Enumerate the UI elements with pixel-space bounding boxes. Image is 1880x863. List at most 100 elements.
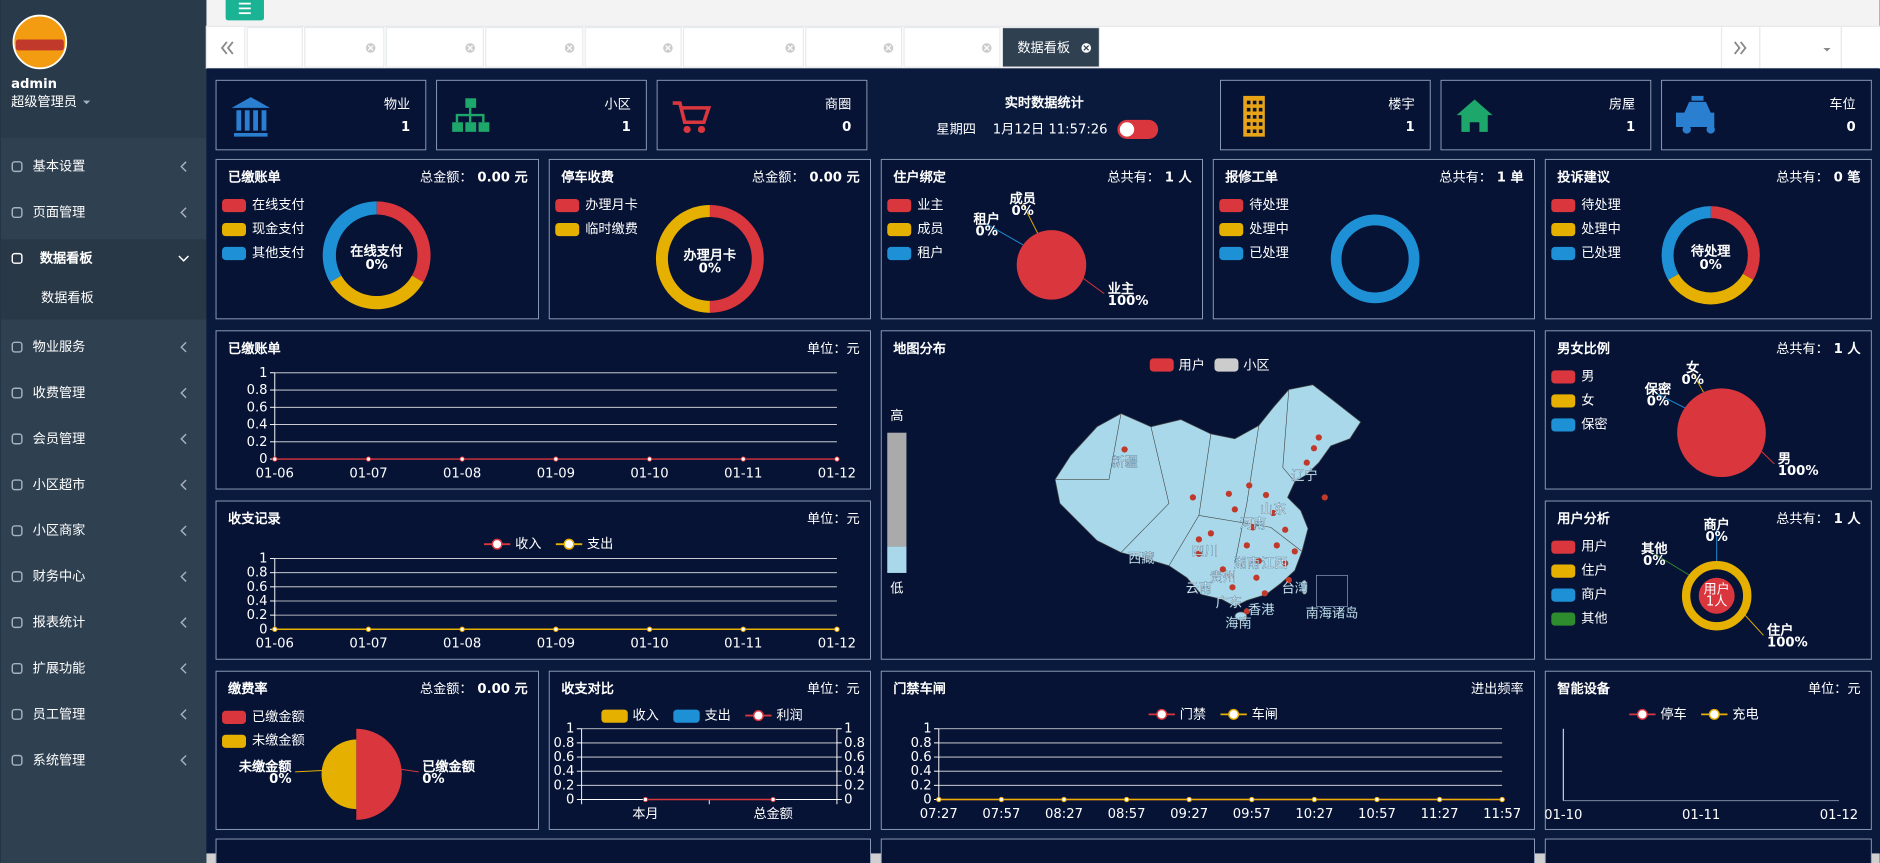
map-region-label: 河南 [1240,516,1266,532]
leader-line [1022,203,1038,234]
tab-label[interactable]: 收银台 [317,40,357,56]
menu-chevron [180,709,187,720]
menu-item[interactable]: 员工管理 [33,706,86,722]
menu-item[interactable]: 数据看板 [40,249,94,266]
legend-label: 处理中 [1581,221,1621,237]
tab-label[interactable]: 首页 [262,40,288,56]
toggle-knob [1119,122,1135,137]
series-point [642,796,649,803]
tab-prev[interactable] [205,25,246,69]
icon-shape [1258,122,1263,126]
center-name: 在线支付 [350,243,403,260]
map-region-label: 山东 [1260,501,1286,517]
legend-label: 利润 [776,708,802,724]
x-tick-label: 08:27 [1045,807,1083,822]
user-name: admin [11,77,57,92]
panel-title: 缴费率 [228,680,268,697]
stat-icon [1243,95,1265,137]
y-tick-label: 0 [566,792,574,807]
close-ops-caret [1823,47,1831,52]
map-dot [1262,491,1270,499]
menu-chevron [178,255,189,262]
panel-title: 收支记录 [228,510,282,527]
panel [880,670,1535,830]
tab-label[interactable]: 账单统计 [600,40,653,56]
map-border [1120,426,1170,553]
logout[interactable]: 退出 [1865,41,1880,57]
tab-label[interactable]: 数据看板 [1017,40,1070,56]
menu-item[interactable]: 小区超市 [33,476,86,493]
stat-card [215,79,427,151]
tab-label[interactable]: 基本设置 [820,40,873,56]
menu-item[interactable]: 物业服务 [33,339,86,355]
menu-item[interactable]: 会员管理 [33,431,86,447]
stat-icon [452,98,490,132]
logout-btn[interactable] [1840,25,1880,69]
menu-item[interactable]: 系统管理 [33,752,86,768]
legend-marker [563,538,575,550]
close-ops[interactable]: 关闭操作 [1769,41,1822,57]
panel [1544,158,1872,320]
map-dot [1243,542,1250,549]
panel-title: 已缴账单 [228,340,281,357]
menu-chevron [180,571,187,582]
close-ops-btn[interactable] [1759,25,1842,69]
menu-item[interactable]: 报表统计 [33,615,86,631]
menu-item[interactable]: 收费管理 [33,385,86,401]
tab-next[interactable] [1720,25,1761,69]
menu-item[interactable]: 小区商家 [33,522,86,539]
sidebar [0,0,207,863]
panel-title: 男女比例 [1557,340,1610,357]
role-caret [82,100,91,105]
y-tick-label: 0.4 [911,764,932,779]
logo-banner [15,39,64,51]
donut-segment [329,275,424,310]
legend-label: 门禁 [1180,706,1206,722]
menu-item[interactable]: 基本设置 [33,159,86,175]
series-point [1061,796,1067,803]
y-tick-label: 0.2 [247,608,268,623]
menu-chevron [180,754,187,766]
legend-swatch [1551,564,1576,578]
legend-swatch [1551,418,1576,432]
series-point [1374,796,1380,803]
legend-marker [752,710,764,722]
tab[interactable] [246,26,303,68]
map-dot [1282,560,1289,567]
menu-chevron [180,479,187,491]
tab-label[interactable]: 物业账单 [918,40,971,56]
tab-label[interactable]: 支付方式设置 [697,40,776,56]
menu-icon [11,433,23,445]
tab[interactable] [682,26,804,68]
map-region-label: 江西 [1261,555,1287,571]
tab-close-x [467,45,473,51]
x-tick-label: 01-12 [818,466,856,481]
tab-label[interactable]: 账单记录 [401,40,454,56]
submenu-item[interactable]: 数据看板 [41,290,94,306]
donut-segment [376,201,431,283]
series-point [740,626,746,632]
meta-value: 1 人 [1834,341,1862,357]
series-point [834,456,840,462]
map-border [1198,515,1303,552]
stat-label: 楼宇 [1388,96,1414,112]
panel-title: 已缴账单 [228,168,281,185]
tab-next-icon [1733,41,1747,55]
menu-item[interactable]: 扩展功能 [33,660,86,676]
x-tick-label: 07:57 [982,807,1020,822]
menu-toggle[interactable] [225,0,264,21]
map-dot [1246,482,1253,489]
meta-value: 0.00 元 [477,681,527,697]
panel-meta: 总金额： 0.00 元 [420,169,528,185]
x-tick-label: 01-07 [349,637,387,652]
realtime-datetime: 1月12日 11:57:26 [993,122,1108,137]
menu-item[interactable]: 财务中心 [33,569,86,585]
menu-item[interactable]: 页面管理 [33,205,86,221]
series-point [646,626,653,632]
leader-line [295,769,322,773]
tab-label[interactable]: 抄表录入 [501,40,554,56]
map-dot [1310,445,1318,452]
